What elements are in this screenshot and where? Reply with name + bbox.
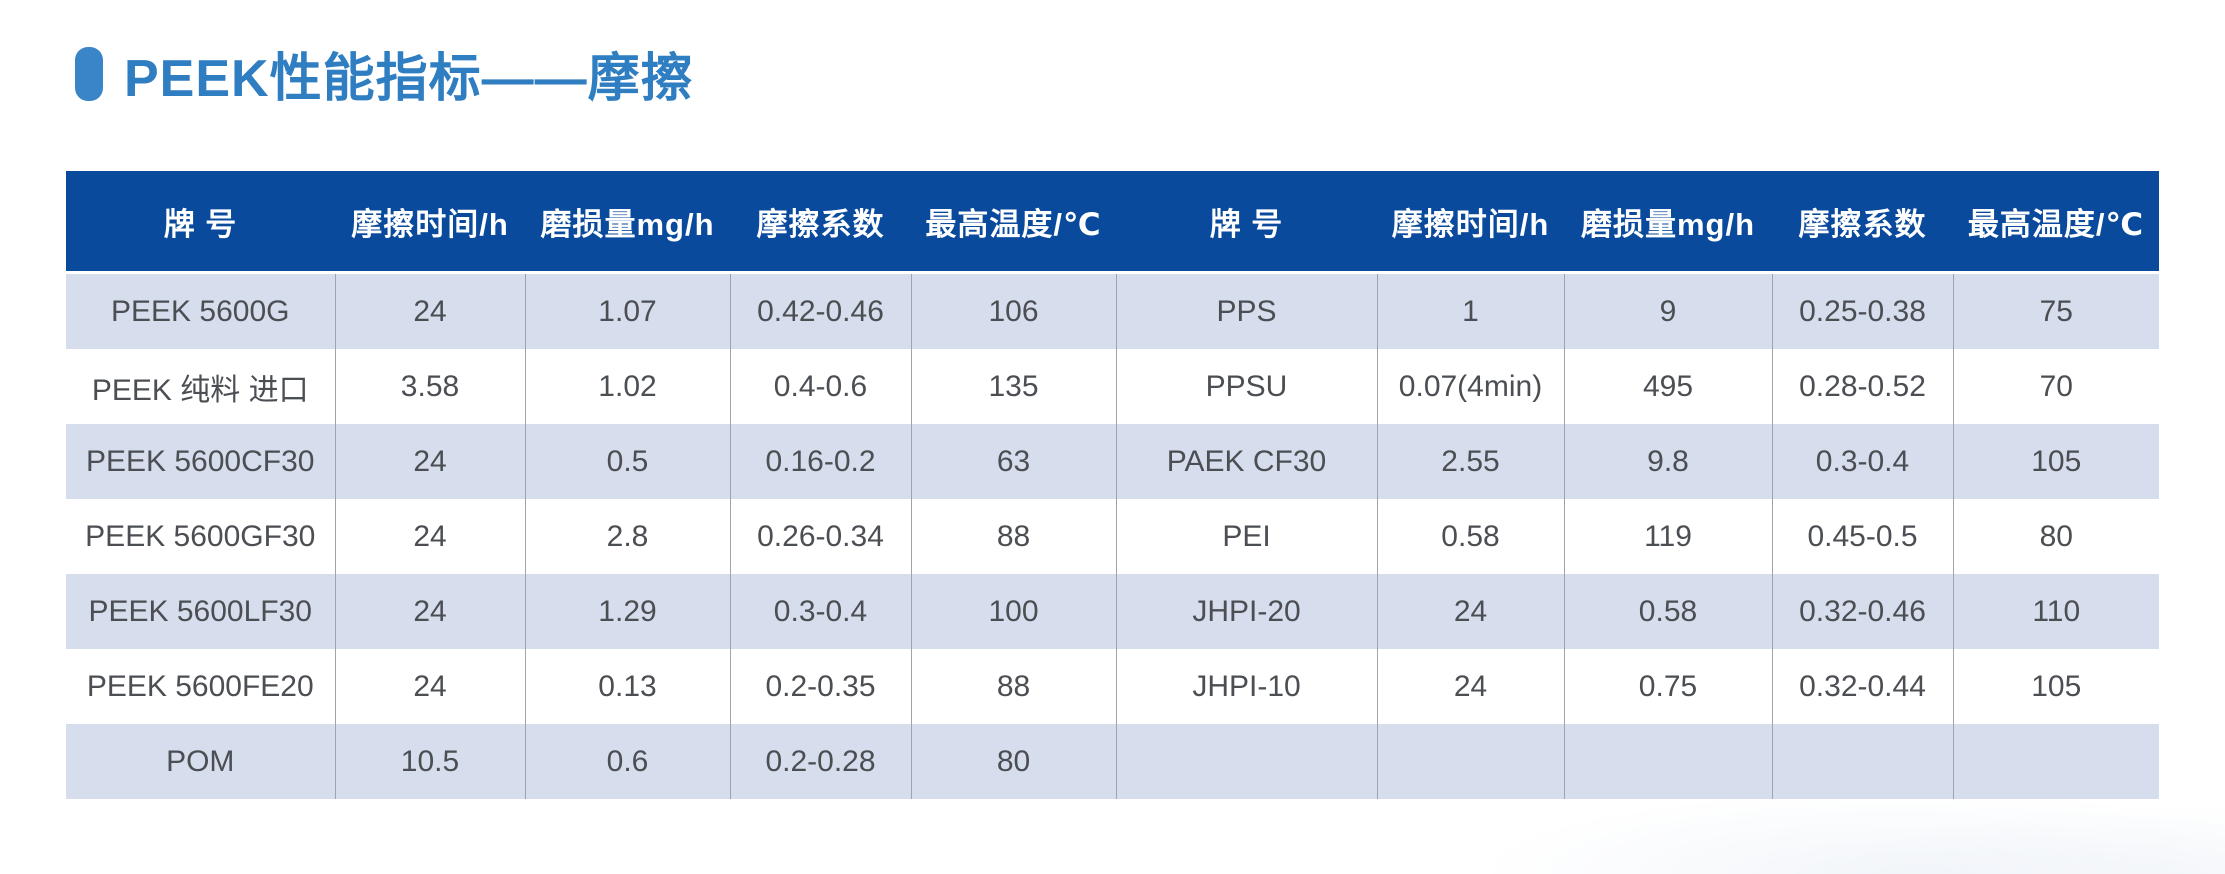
grade-cell: PEEK 5600G [66,272,335,349]
value-cell: 0.16-0.2 [729,424,911,499]
grade-cell: PEEK 5600CF30 [66,424,335,499]
value-cell: 3.58 [334,349,525,424]
header-cell: 磨损量mg/h [1564,171,1772,274]
value-cell: 24 [1376,574,1564,649]
table-row: PEEK 5600G 24 1.07 0.42-0.46 106 PPS 1 9 0.25-0.… [66,272,2159,349]
grade-cell: PEEK 纯料 进口 [66,349,335,424]
value-cell: 1.07 [524,272,730,349]
value-cell [1563,724,1772,799]
grade-cell: POM [66,724,335,799]
value-cell: 100 [910,574,1116,649]
title-accent-bar-icon [75,46,103,101]
table-row: PEEK 5600CF30 24 0.5 0.16-0.2 63 PAEK CF30 2.5… [66,424,2159,499]
table-body: PEEK 5600G 24 1.07 0.42-0.46 106 PPS 1 9 0.25-0.… [66,272,2159,799]
value-cell: 0.25-0.38 [1771,272,1953,349]
grade-cell: PEEK 5600GF30 [66,499,335,574]
bottom-right-decoration [1125,799,2225,874]
grade-cell: PPSU [1115,349,1377,424]
header-cell: 牌 号 [1116,171,1377,274]
table-row: PEEK 5600FE20 24 0.13 0.2-0.35 88 JHPI-10 24 0.… [66,649,2159,724]
value-cell: 0.6 [524,724,730,799]
value-cell: 0.32-0.46 [1771,574,1953,649]
page-header: PEEK性能指标——摩擦 [75,36,694,111]
table-header-row: 牌 号摩擦时间/h 磨损量mg/h 摩擦系数 最高温度/℃ 牌 号摩擦时间/h 磨损量mg… [66,171,2159,274]
header-cell: 牌 号 [66,171,335,274]
header-cell: 摩擦时间/h [335,171,525,274]
value-cell: 75 [1952,272,2159,349]
value-cell: 88 [910,649,1116,724]
table-head: 牌 号摩擦时间/h 磨损量mg/h 摩擦系数 最高温度/℃ 牌 号摩擦时间/h 磨损量mg… [66,171,2159,274]
value-cell: 495 [1563,349,1772,424]
value-cell: 24 [334,272,525,349]
value-cell: 10.5 [334,724,525,799]
header-cell: 摩擦时间/h [1377,171,1564,274]
value-cell: 135 [910,349,1116,424]
value-cell: 70 [1952,349,2159,424]
value-cell: 1 [1376,272,1564,349]
grade-cell: PAEK CF30 [1115,424,1377,499]
table-row: POM 10.5 0.6 0.2-0.28 80 [66,724,2159,799]
table-row: PEEK 纯料 进口 3.58 1.02 0.4-0.6 135 PPSU 0.07(4mi… [66,349,2159,424]
value-cell: 1.02 [524,349,730,424]
value-cell: 0.3-0.4 [729,574,911,649]
value-cell: 0.32-0.44 [1771,649,1953,724]
table-row: PEEK 5600LF30 24 1.29 0.3-0.4 100 JHPI-20 24 0.… [66,574,2159,649]
grade-cell: PPS [1115,272,1377,349]
value-cell: 88 [910,499,1116,574]
value-cell: 80 [1952,499,2159,574]
header-cell: 最高温度/℃ [1953,171,2159,274]
value-cell: 24 [334,499,525,574]
value-cell [1376,724,1564,799]
value-cell: 0.13 [524,649,730,724]
value-cell: 119 [1563,499,1772,574]
value-cell [1952,724,2159,799]
value-cell: 24 [334,424,525,499]
value-cell: 9.8 [1563,424,1772,499]
header-cell: 磨损量mg/h [525,171,730,274]
value-cell: 0.42-0.46 [729,272,911,349]
header-cell: 摩擦系数 [1772,171,1953,274]
grade-cell: JHPI-20 [1115,574,1377,649]
value-cell: 0.4-0.6 [729,349,911,424]
grade-cell: PEEK 5600FE20 [66,649,335,724]
friction-performance-table: 牌 号摩擦时间/h 磨损量mg/h 摩擦系数 最高温度/℃ 牌 号摩擦时间/h 磨损量mg… [66,171,2159,799]
value-cell: 105 [1952,649,2159,724]
value-cell: 80 [910,724,1116,799]
value-cell: 2.8 [524,499,730,574]
value-cell: 0.2-0.28 [729,724,911,799]
value-cell: 0.28-0.52 [1771,349,1953,424]
grade-cell: JHPI-10 [1115,649,1377,724]
value-cell: 0.58 [1376,499,1564,574]
value-cell: 0.5 [524,424,730,499]
value-cell: 0.2-0.35 [729,649,911,724]
value-cell: 1.29 [524,574,730,649]
value-cell: 0.26-0.34 [729,499,911,574]
value-cell: 0.45-0.5 [1771,499,1953,574]
value-cell: 63 [910,424,1116,499]
grade-cell: PEEK 5600LF30 [66,574,335,649]
value-cell: 24 [1376,649,1564,724]
header-cell: 摩擦系数 [730,171,911,274]
value-cell: 106 [910,272,1116,349]
value-cell: 0.75 [1563,649,1772,724]
grade-cell [1115,724,1377,799]
grade-cell: PEI [1115,499,1377,574]
value-cell [1771,724,1953,799]
value-cell: 0.3-0.4 [1771,424,1953,499]
page-title: PEEK性能指标——摩擦 [124,50,694,108]
value-cell: 0.07(4min) [1376,349,1564,424]
value-cell: 110 [1952,574,2159,649]
value-cell: 24 [334,574,525,649]
value-cell: 0.58 [1563,574,1772,649]
value-cell: 2.55 [1376,424,1564,499]
table-row: PEEK 5600GF30 24 2.8 0.26-0.34 88 PEI 0.58 119 0… [66,499,2159,574]
value-cell: 9 [1563,272,1772,349]
value-cell: 24 [334,649,525,724]
header-cell: 最高温度/℃ [911,171,1116,274]
value-cell: 105 [1952,424,2159,499]
